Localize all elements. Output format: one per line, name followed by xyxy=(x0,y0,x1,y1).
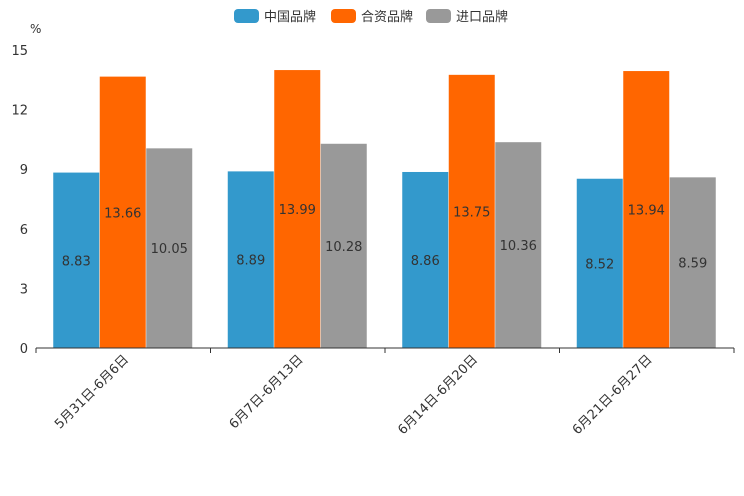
legend: 中国品牌 合资品牌 进口品牌 xyxy=(234,9,508,25)
y-tick-label: 3 xyxy=(20,282,28,297)
data-label: 8.89 xyxy=(236,254,265,269)
y-tick-label: 12 xyxy=(11,104,28,119)
bar[interactable] xyxy=(576,178,623,348)
bar[interactable] xyxy=(402,171,449,348)
y-axis-unit: % xyxy=(30,22,41,36)
data-label: 8.59 xyxy=(678,257,707,272)
bars xyxy=(53,70,716,349)
legend-label: 中国品牌 xyxy=(264,9,316,25)
data-label: 8.83 xyxy=(62,254,91,269)
bar[interactable] xyxy=(320,143,367,348)
legend-swatch xyxy=(331,9,356,23)
x-tick-label: 5月31日-6月6日 xyxy=(52,352,132,432)
bar[interactable] xyxy=(99,76,146,348)
bar[interactable] xyxy=(448,74,495,348)
bar[interactable] xyxy=(495,142,542,348)
data-label: 8.86 xyxy=(411,254,440,269)
y-tick-label: 0 xyxy=(20,342,28,357)
bar[interactable] xyxy=(669,177,716,348)
data-labels: 8.83 13.66 10.05 8.89 13.99 10.28 8.86 13.75 10.… xyxy=(62,203,707,272)
x-tick-label: 6月21日-6月27日 xyxy=(570,352,656,438)
legend-label: 合资品牌 xyxy=(361,9,413,25)
legend-item[interactable]: 中国品牌 xyxy=(234,9,316,25)
data-label: 10.28 xyxy=(325,240,362,255)
data-label: 13.94 xyxy=(628,204,665,219)
x-tick-label: 6月7日-6月13日 xyxy=(227,352,307,432)
bar[interactable] xyxy=(146,148,193,348)
legend-label: 进口品牌 xyxy=(456,9,508,25)
bar[interactable] xyxy=(274,70,321,348)
bar[interactable] xyxy=(53,172,100,348)
legend-item[interactable]: 进口品牌 xyxy=(426,9,508,25)
y-tick-label: 9 xyxy=(20,163,28,178)
data-label: 10.05 xyxy=(151,242,188,257)
x-axis: 5月31日-6月6日 6月7日-6月13日 6月14日-6月20日 6月21日-6月2… xyxy=(35,348,735,438)
legend-swatch xyxy=(234,9,259,23)
y-tick-label: 6 xyxy=(20,223,28,238)
x-tick-label: 6月14日-6月20日 xyxy=(395,352,481,438)
data-label: 10.36 xyxy=(500,239,537,254)
y-axis: 0 3 6 9 12 15 xyxy=(11,44,28,357)
data-label: 8.52 xyxy=(585,257,614,272)
data-label: 13.66 xyxy=(104,206,141,221)
y-tick-label: 15 xyxy=(11,44,28,59)
legend-item[interactable]: 合资品牌 xyxy=(331,9,413,25)
data-label: 13.75 xyxy=(453,205,490,220)
data-label: 13.99 xyxy=(279,203,316,218)
legend-swatch xyxy=(426,9,451,23)
bar[interactable] xyxy=(623,71,670,349)
bar[interactable] xyxy=(227,171,274,348)
